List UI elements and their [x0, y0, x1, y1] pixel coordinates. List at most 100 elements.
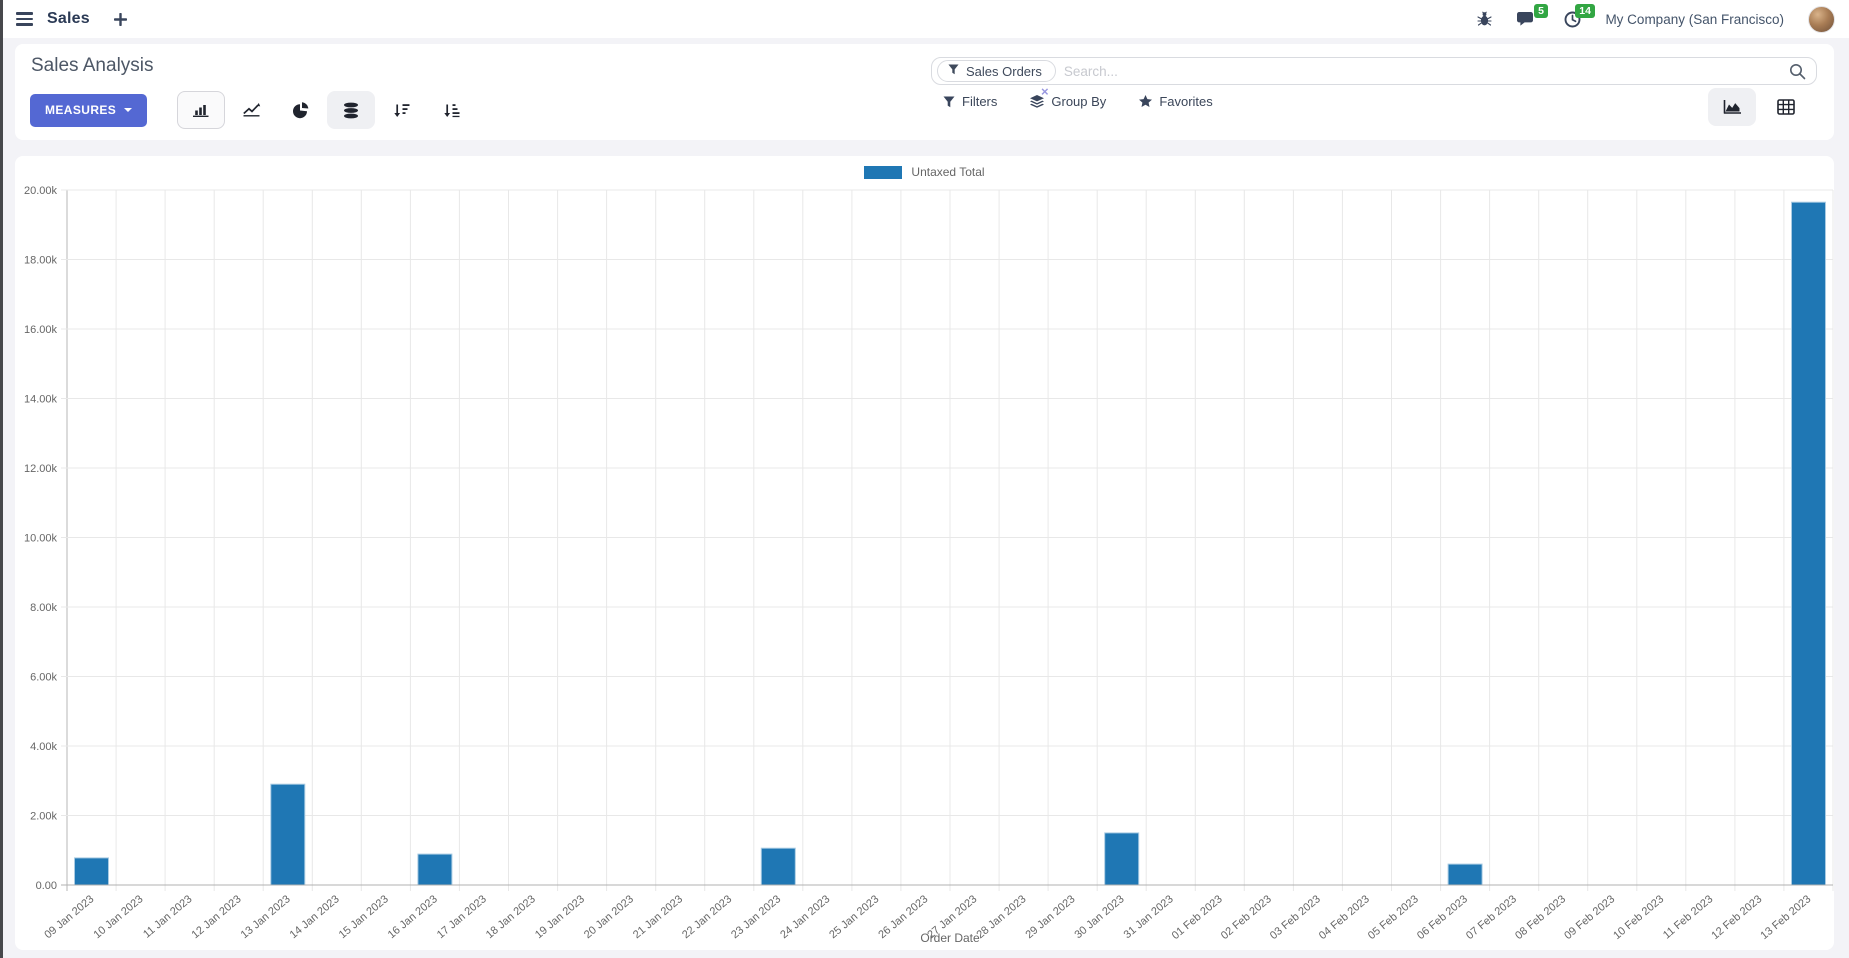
y-axis-tick: 16.00k	[24, 324, 58, 336]
measures-button-label: MEASURES	[45, 103, 117, 117]
facet-remove-icon[interactable]: ×	[1041, 84, 1049, 99]
filter-icon	[948, 62, 959, 80]
bar-23-Jan-2023[interactable]	[760, 847, 796, 886]
activities-count-badge: 14	[1574, 3, 1596, 18]
favorites-button[interactable]: Favorites	[1139, 94, 1213, 109]
x-axis-tick: 16 Jan 2023	[386, 893, 440, 941]
pie-chart-button[interactable]	[277, 91, 325, 129]
x-axis-tick: 12 Feb 2023	[1709, 893, 1764, 942]
debug-icon[interactable]	[1477, 11, 1492, 27]
x-axis-tick: 10 Jan 2023	[91, 893, 145, 941]
x-axis-tick: 09 Jan 2023	[42, 893, 96, 941]
x-axis-tick: 17 Jan 2023	[435, 893, 489, 941]
bar-chart-button[interactable]	[177, 91, 226, 129]
filter-icon	[943, 96, 955, 108]
y-axis-tick: 6.00k	[30, 672, 57, 684]
x-axis-title: Order Date	[920, 931, 980, 945]
messages-count-badge: 5	[1533, 4, 1549, 18]
bar-16-Jan-2023[interactable]	[417, 853, 453, 886]
x-axis-tick: 29 Jan 2023	[1023, 893, 1077, 941]
x-axis-tick: 11 Feb 2023	[1661, 893, 1715, 941]
y-axis-tick: 4.00k	[30, 741, 57, 753]
x-axis-tick: 12 Jan 2023	[190, 893, 244, 941]
new-tab-plus-icon[interactable]	[113, 12, 127, 26]
filters-button[interactable]: Filters	[943, 94, 997, 109]
y-axis-tick: 18.00k	[24, 255, 58, 267]
legend-label: Untaxed Total	[911, 165, 985, 179]
x-axis-tick: 28 Jan 2023	[974, 893, 1028, 941]
top-navbar: Sales 5 14 My Company (San Francisc	[0, 0, 1849, 38]
x-axis-tick: 18 Jan 2023	[484, 893, 538, 941]
app-name[interactable]: Sales	[47, 10, 90, 27]
legend-swatch	[864, 165, 903, 179]
x-axis-tick: 21 Jan 2023	[631, 893, 685, 941]
legend[interactable]: Untaxed Total	[15, 165, 1834, 179]
control-panel: Sales Analysis MEASURES	[15, 44, 1834, 140]
x-axis-tick: 09 Feb 2023	[1562, 893, 1617, 942]
stacked-toggle-button[interactable]	[327, 91, 376, 129]
x-axis-tick: 13 Feb 2023	[1758, 893, 1813, 942]
y-axis-tick: 2.00k	[30, 811, 57, 823]
caret-down-icon	[124, 108, 133, 112]
search-input[interactable]	[1063, 63, 1789, 79]
window-left-edge	[0, 0, 3, 958]
x-axis-tick: 04 Feb 2023	[1317, 893, 1372, 942]
page-title: Sales Analysis	[31, 55, 154, 76]
x-axis-tick: 15 Jan 2023	[337, 893, 391, 941]
y-axis-tick: 10.00k	[24, 533, 58, 545]
y-axis-tick: 8.00k	[30, 602, 57, 614]
bar-09-Jan-2023[interactable]	[74, 857, 109, 886]
sales-analysis-bar-chart[interactable]: 0.00 2.00k 4.00k 6.00k 8.00k 10.00k 12.00k 14.0…	[15, 156, 1834, 950]
favorites-icon	[1139, 95, 1153, 108]
activities-icon[interactable]: 14	[1564, 3, 1596, 28]
x-axis-tick: 23 Jan 2023	[729, 893, 783, 941]
search-icon[interactable]	[1789, 63, 1806, 80]
x-axis-tick: 13 Jan 2023	[239, 893, 293, 941]
x-axis-tick: 25 Jan 2023	[827, 893, 881, 941]
y-axis-tick: 0.00	[36, 880, 57, 892]
y-axis-tick: 20.00k	[24, 185, 58, 197]
x-axis-tick: 06 Feb 2023	[1415, 893, 1470, 942]
search-facet-label: Sales Orders	[966, 63, 1042, 79]
x-axis-tick: 31 Jan 2023	[1122, 893, 1176, 941]
bar-13-Jan-2023[interactable]	[270, 783, 306, 886]
messages-icon[interactable]: 5	[1516, 4, 1549, 27]
group-by-button[interactable]: Group By	[1030, 94, 1106, 109]
chart-area: Untaxed Total 0.00 2.00k 4.00k 6.00k 8.00k 10…	[15, 156, 1834, 950]
graph-view-button[interactable]	[1708, 88, 1756, 126]
x-axis-tick: 24 Jan 2023	[778, 893, 832, 941]
x-axis-tick: 19 Jan 2023	[533, 893, 587, 941]
x-axis-tick: 05 Feb 2023	[1366, 893, 1421, 942]
y-axis-tick: 12.00k	[24, 463, 58, 475]
group-by-label: Group By	[1051, 94, 1107, 109]
filters-label: Filters	[962, 94, 998, 109]
x-axis-tick: 02 Feb 2023	[1219, 893, 1274, 942]
user-avatar[interactable]	[1808, 5, 1835, 33]
company-switcher[interactable]: My Company (San Francisco)	[1605, 11, 1784, 27]
apps-menu-icon[interactable]	[16, 12, 33, 26]
bar-13-Feb-2023[interactable]	[1791, 201, 1826, 886]
y-axis-tick: 14.00k	[24, 394, 58, 406]
x-axis-tick: 22 Jan 2023	[680, 893, 734, 941]
favorites-label: Favorites	[1159, 94, 1213, 109]
sort-desc-button[interactable]	[377, 91, 425, 129]
search-bar[interactable]: Sales Orders	[931, 57, 1817, 85]
x-axis-tick: 03 Feb 2023	[1268, 893, 1323, 942]
bar-30-Jan-2023[interactable]	[1104, 832, 1140, 886]
x-axis-tick: 10 Feb 2023	[1611, 893, 1666, 942]
pivot-view-button[interactable]	[1762, 88, 1810, 126]
x-axis-tick: 20 Jan 2023	[582, 893, 636, 941]
search-facet-sales-orders[interactable]: Sales Orders	[937, 60, 1056, 82]
search-options-row: Filters Group By Favorites	[943, 94, 1213, 109]
line-chart-button[interactable]	[227, 91, 275, 129]
x-axis-tick: 11 Jan 2023	[141, 893, 194, 941]
sort-asc-button[interactable]	[427, 91, 475, 129]
x-axis-tick: 01 Feb 2023	[1170, 893, 1225, 942]
x-axis-tick: 08 Feb 2023	[1513, 893, 1568, 942]
x-axis-tick: 07 Feb 2023	[1464, 893, 1519, 942]
measures-button[interactable]: MEASURES	[30, 93, 148, 127]
x-axis-tick: 30 Jan 2023	[1073, 893, 1127, 941]
group-by-icon	[1030, 95, 1045, 108]
view-switcher	[1708, 88, 1810, 126]
bar-06-Feb-2023[interactable]	[1447, 863, 1483, 886]
